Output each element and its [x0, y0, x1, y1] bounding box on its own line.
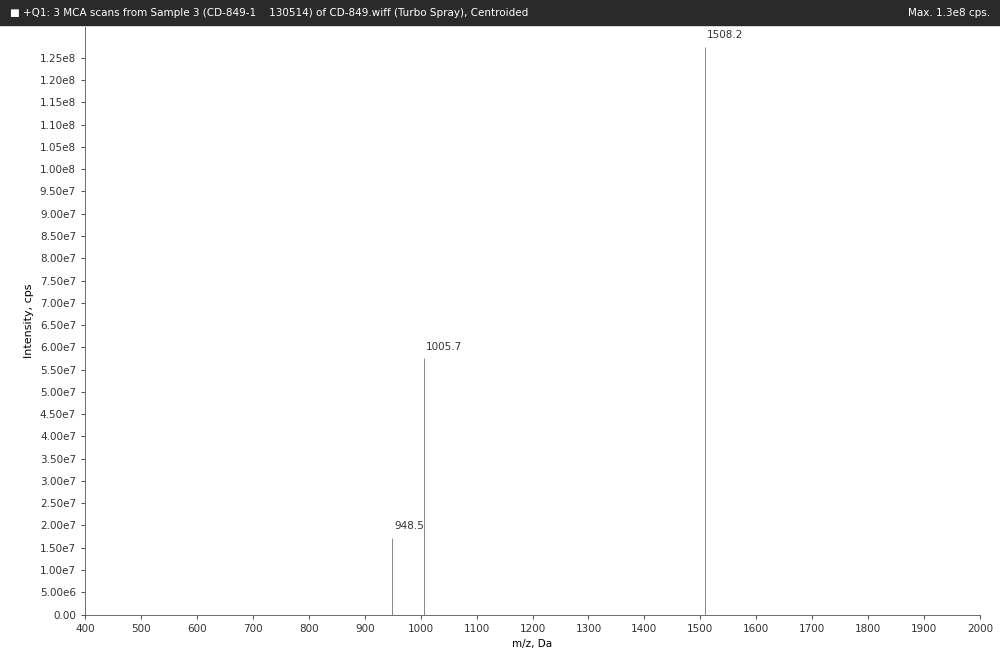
Text: 1005.7: 1005.7: [426, 342, 462, 352]
Text: 1508.2: 1508.2: [707, 30, 744, 40]
Text: 948.5: 948.5: [394, 521, 424, 531]
X-axis label: m/z, Da: m/z, Da: [512, 639, 553, 649]
Text: ■ +Q1: 3 MCA scans from Sample 3 (CD-849-1    130514) of CD-849.wiff (Turbo Spra: ■ +Q1: 3 MCA scans from Sample 3 (CD-849…: [10, 8, 528, 17]
Y-axis label: Intensity, cps: Intensity, cps: [24, 283, 34, 358]
Text: Max. 1.3e8 cps.: Max. 1.3e8 cps.: [908, 8, 990, 17]
